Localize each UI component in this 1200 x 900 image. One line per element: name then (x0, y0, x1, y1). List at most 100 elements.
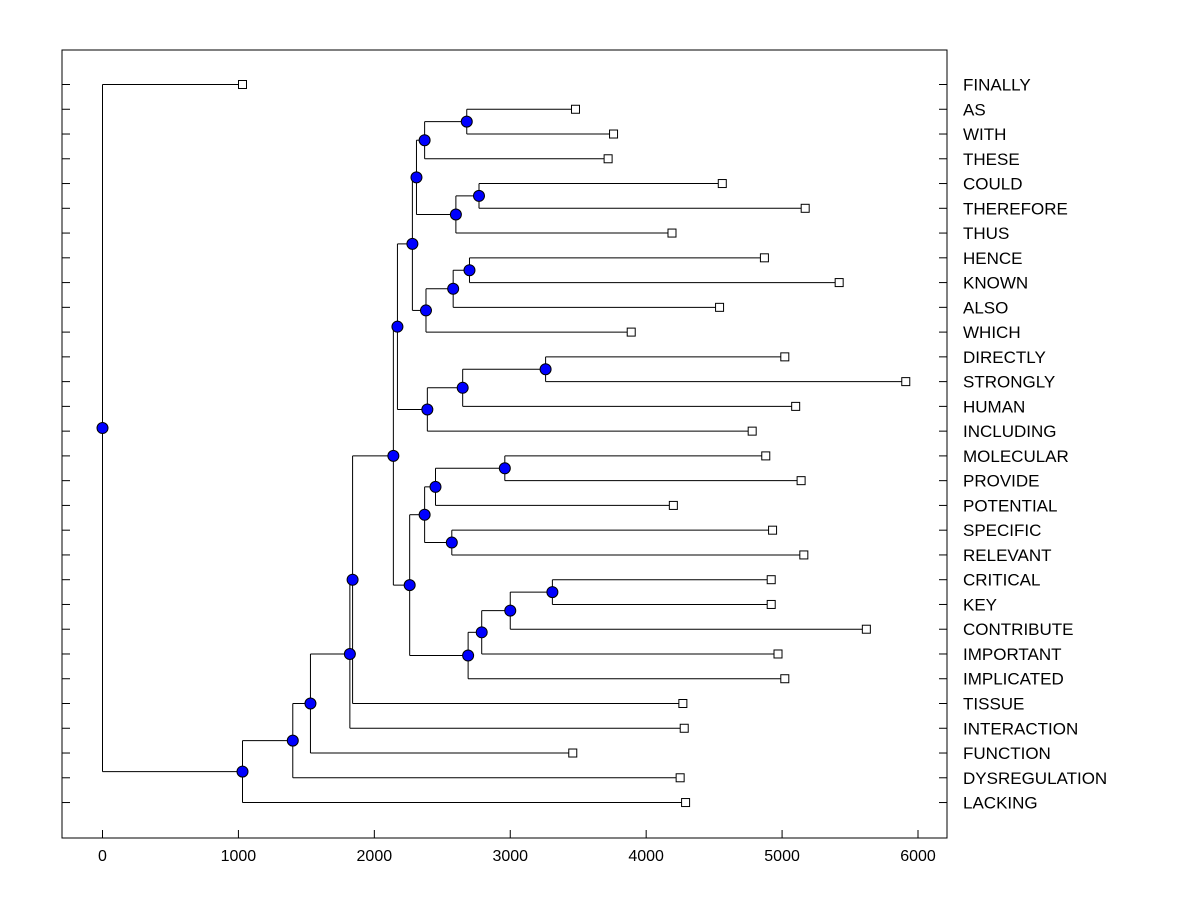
leaf-marker (717, 179, 727, 189)
leaf-label: CRITICAL (963, 571, 1040, 590)
left-ticks (62, 84, 70, 804)
leaf-label: INTERACTION (963, 719, 1078, 738)
leaf-marker (603, 154, 613, 164)
plot-frame (61, 49, 948, 839)
leaf-marker (675, 773, 685, 783)
leaf-marker (747, 426, 757, 436)
merge-node (418, 508, 431, 521)
leaf-label: CONTRIBUTE (963, 620, 1074, 639)
leaf-label: KEY (963, 595, 997, 614)
leaf-label: TISSUE (963, 695, 1024, 714)
merge-node (419, 304, 432, 317)
leaf-label: THUS (963, 224, 1009, 243)
leaf-marker (766, 599, 776, 609)
merge-node (539, 363, 552, 376)
leaf-marker (773, 649, 783, 659)
leaf-marker (715, 302, 725, 312)
merge-node (447, 282, 460, 295)
leaf-label: AS (963, 100, 986, 119)
merge-node (410, 171, 423, 184)
leaf-labels: FINALLY AS WITH THESE COULD THEREFORE THUS HENC… (963, 76, 1107, 813)
leaf-label: THESE (963, 150, 1020, 169)
x-axis: 0 1000 2000 3000 4000 5000 6000 (98, 830, 936, 865)
merge-nodes (96, 115, 559, 778)
leaf-marker (761, 451, 771, 461)
leaf-marker (780, 352, 790, 362)
x-tick-label: 3000 (492, 848, 528, 865)
merge-node (445, 536, 458, 549)
merge-node (387, 449, 400, 462)
merge-node (460, 115, 473, 128)
leaf-marker (570, 104, 580, 114)
leaf-label: HUMAN (963, 397, 1025, 416)
merge-node (498, 462, 511, 475)
leaf-marker (626, 327, 636, 337)
leaf-marker (766, 575, 776, 585)
leaf-marker (791, 401, 801, 411)
leaf-label: SPECIFIC (963, 521, 1041, 540)
leaf-marker (237, 80, 247, 89)
leaf-marker (759, 253, 769, 263)
merge-node (429, 480, 442, 493)
merge-node (463, 264, 476, 277)
leaf-marker (678, 699, 688, 708)
leaf-label: IMPORTANT (963, 645, 1062, 664)
leaf-marker (780, 674, 790, 684)
leaf-label: COULD (963, 175, 1023, 194)
leaf-label: PROVIDE (963, 472, 1040, 491)
leaf-marker (834, 278, 844, 288)
merge-node (304, 697, 317, 710)
leaf-label: MOLECULAR (963, 447, 1069, 466)
leaf-label: IMPLICATED (963, 670, 1064, 689)
merge-node (504, 604, 517, 617)
leaf-label: WITH (963, 125, 1006, 144)
leaf-marker (568, 748, 578, 758)
x-tick-label: 1000 (221, 848, 257, 865)
leaf-marker (668, 500, 678, 510)
merge-node (346, 573, 359, 586)
leaf-label: ALSO (963, 298, 1008, 317)
leaf-label: LACKING (963, 794, 1038, 813)
merge-node (403, 579, 416, 592)
right-ticks (939, 84, 947, 804)
merge-node (472, 189, 485, 202)
merge-node (462, 649, 475, 662)
leaf-marker (796, 476, 806, 486)
leaf-label: FUNCTION (963, 744, 1051, 763)
dendrogram-links (102, 84, 906, 804)
leaf-marker (901, 377, 911, 387)
leaf-marker (799, 550, 809, 560)
leaf-marker (861, 624, 871, 634)
merge-node (236, 765, 249, 778)
leaf-marker (768, 525, 778, 535)
leaf-label: POTENTIAL (963, 496, 1057, 515)
leaf-markers (237, 80, 911, 808)
merge-node (546, 586, 559, 599)
leaf-marker (800, 203, 810, 213)
x-tick-label: 4000 (628, 848, 664, 865)
leaf-label: DYSREGULATION (963, 769, 1107, 788)
x-tick-label: 0 (98, 848, 107, 865)
x-tick-label: 5000 (764, 848, 800, 865)
merge-node (456, 381, 469, 394)
merge-node (449, 208, 462, 221)
leaf-marker (609, 129, 619, 139)
leaf-label: WHICH (963, 323, 1021, 342)
x-tick-label: 2000 (357, 848, 393, 865)
leaf-marker (681, 798, 691, 808)
merge-node (286, 734, 299, 747)
merge-node (418, 134, 431, 147)
x-tick-label: 6000 (900, 848, 936, 865)
leaf-label: KNOWN (963, 274, 1028, 293)
leaf-label: INCLUDING (963, 422, 1057, 441)
leaf-label: FINALLY (963, 76, 1031, 95)
leaf-label: THEREFORE (963, 199, 1068, 218)
leaf-label: STRONGLY (963, 373, 1055, 392)
leaf-label: DIRECTLY (963, 348, 1046, 367)
leaf-marker (679, 723, 689, 733)
merge-node (421, 403, 434, 416)
merge-node (391, 320, 404, 333)
merge-node (343, 647, 356, 660)
merge-node (475, 626, 488, 639)
